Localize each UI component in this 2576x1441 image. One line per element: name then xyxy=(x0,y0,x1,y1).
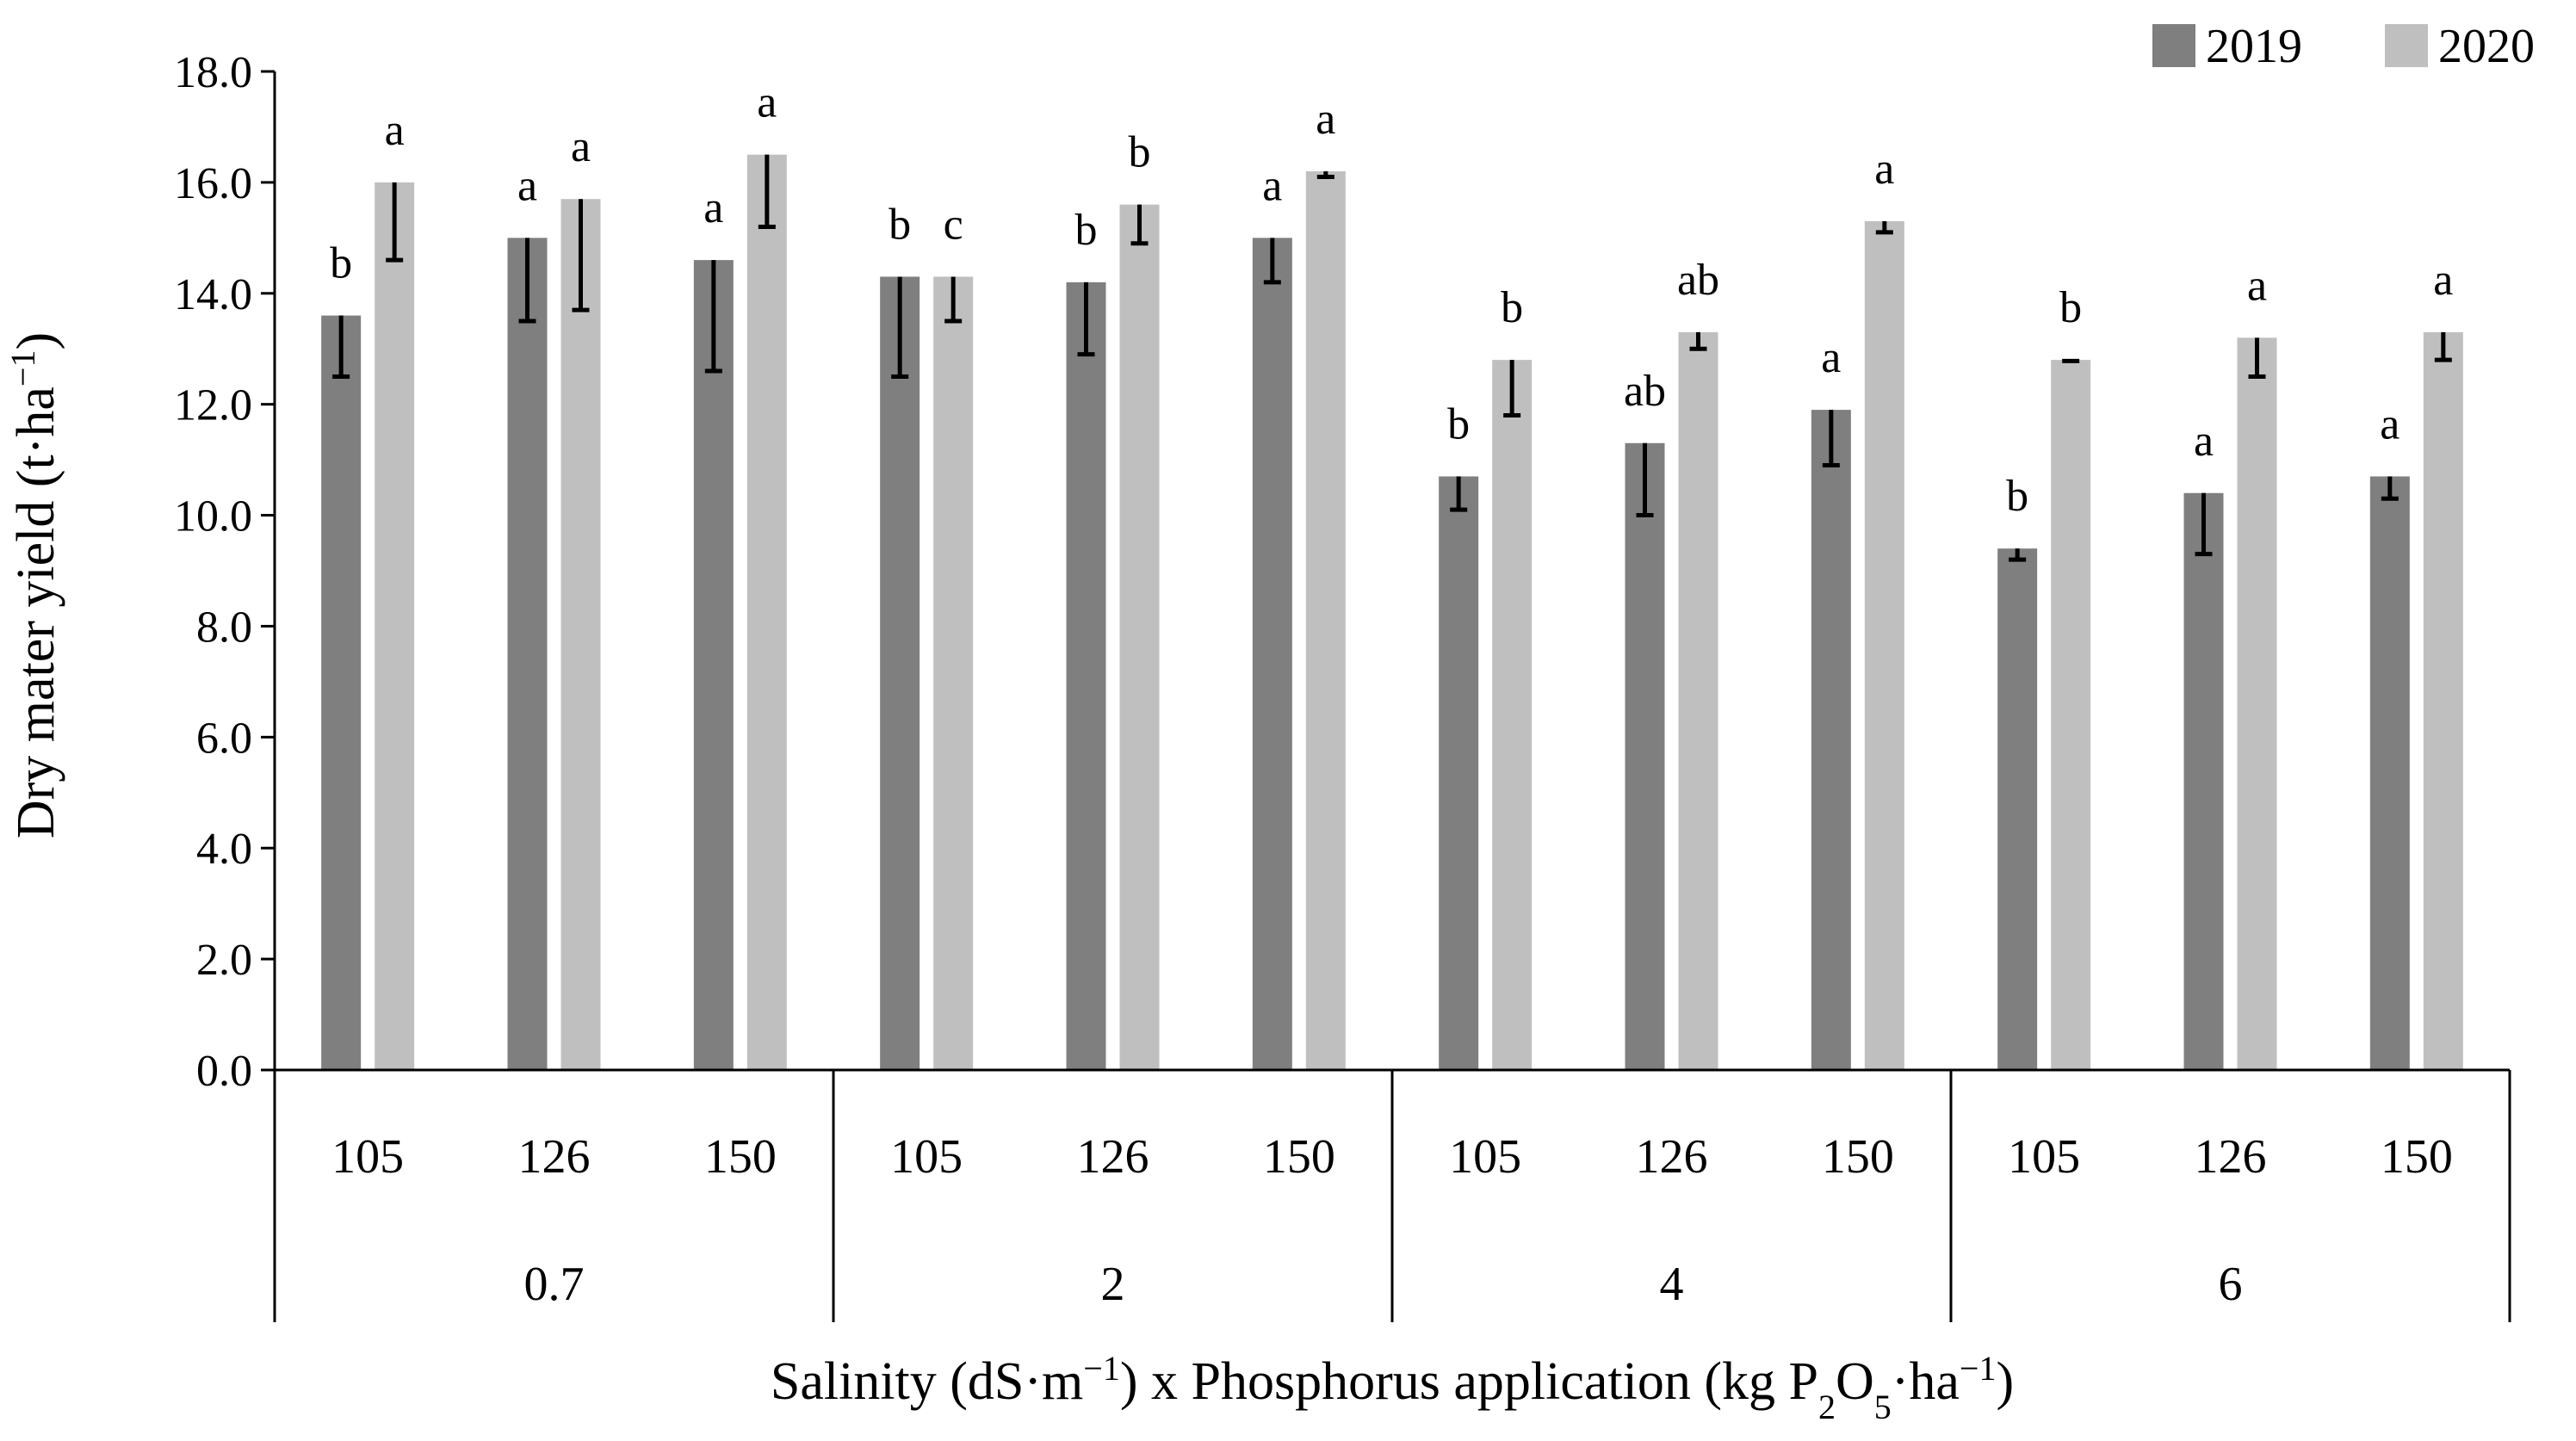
x-category-label: 126 xyxy=(1077,1130,1149,1184)
x-category-label: 105 xyxy=(2008,1130,2080,1184)
bar-2019 xyxy=(1252,238,1292,1070)
bar-2019 xyxy=(1997,548,2038,1070)
x-category-label: 150 xyxy=(2381,1130,2453,1184)
x-group-label: 6 xyxy=(2219,1258,2243,1311)
legend-label-2020: 2020 xyxy=(2438,20,2535,73)
x-category-label: 126 xyxy=(2195,1130,2267,1184)
bar-2020 xyxy=(1305,171,1346,1070)
significance-letter-2020: b xyxy=(2059,283,2082,332)
significance-letter-2019: a xyxy=(1262,161,1282,210)
significance-letter-2020: b xyxy=(1501,283,1523,332)
bar-2020 xyxy=(1678,331,1718,1070)
bar-2020 xyxy=(933,276,974,1070)
significance-letter-2019: b xyxy=(2006,472,2028,521)
bar-2020 xyxy=(2051,360,2091,1071)
y-tick-label: 14.0 xyxy=(174,270,252,319)
bar-2020 xyxy=(1864,221,1904,1070)
y-tick-label: 6.0 xyxy=(196,714,252,763)
x-group-label: 0.7 xyxy=(524,1258,585,1311)
legend-swatch-2019 xyxy=(2152,24,2195,67)
significance-letter-2020: b xyxy=(1129,128,1151,177)
y-tick-label: 8.0 xyxy=(196,603,252,652)
x-category-label: 105 xyxy=(890,1130,963,1184)
bar-2019 xyxy=(880,276,920,1070)
bar-2019 xyxy=(1625,442,1665,1070)
x-category-label: 105 xyxy=(1449,1130,1521,1184)
significance-letter-2020: ab xyxy=(1677,256,1719,305)
significance-letter-2019: b xyxy=(330,239,352,288)
bar-2019 xyxy=(1439,476,1479,1070)
legend-swatch-2020 xyxy=(2385,24,2428,67)
y-axis-title: Dry mater yield (t·ha−1) xyxy=(3,332,66,838)
y-tick-label: 2.0 xyxy=(196,936,252,985)
x-category-label: 150 xyxy=(1263,1130,1335,1184)
x-category-label: 126 xyxy=(518,1130,591,1184)
significance-letter-2020: a xyxy=(2247,261,2267,310)
y-tick-label: 10.0 xyxy=(174,492,252,541)
y-tick-label: 4.0 xyxy=(196,825,252,874)
x-category-label: 105 xyxy=(331,1130,404,1184)
x-category-label: 126 xyxy=(1636,1130,1708,1184)
y-tick-label: 18.0 xyxy=(174,48,252,97)
bar-2020 xyxy=(375,182,415,1070)
significance-letter-2020: a xyxy=(1316,95,1335,144)
bar-2020 xyxy=(746,154,787,1071)
significance-letter-2020: a xyxy=(571,122,591,171)
significance-letter-2020: a xyxy=(1874,145,1894,194)
significance-letter-2019: a xyxy=(517,161,537,210)
bar-2020 xyxy=(560,199,601,1070)
x-group-label: 2 xyxy=(1101,1258,1125,1311)
significance-letter-2019: b xyxy=(1075,206,1098,255)
significance-letter-2019: a xyxy=(2194,417,2214,466)
significance-letter-2019: b xyxy=(1447,399,1470,448)
bar-2019 xyxy=(507,238,548,1070)
x-group-label: 4 xyxy=(1660,1258,1684,1311)
bar-2019 xyxy=(1811,410,1851,1071)
bar-2019 xyxy=(2183,492,2224,1070)
significance-letter-2019: a xyxy=(703,183,723,232)
bar-2020 xyxy=(2237,337,2277,1070)
y-tick-label: 0.0 xyxy=(196,1047,252,1096)
bar-2020 xyxy=(1119,204,1160,1070)
y-tick-label: 12.0 xyxy=(174,381,252,430)
bar-2019 xyxy=(1066,281,1106,1070)
significance-letter-2020: a xyxy=(757,78,777,127)
y-tick-label: 16.0 xyxy=(174,159,252,208)
significance-letter-2020: a xyxy=(2433,256,2453,305)
x-category-label: 150 xyxy=(1822,1130,1894,1184)
significance-letter-2020: a xyxy=(385,106,405,155)
significance-letter-2019: ab xyxy=(1624,367,1666,416)
legend-label-2019: 2019 xyxy=(2206,20,2302,73)
significance-letter-2019: a xyxy=(2380,399,2400,448)
axes: 0.0 2.0 4.0 6.0 8.0 10.0 12.0 14.0 16.0 18.0 105 12… xyxy=(174,48,2511,1322)
legend: 2019 2020 xyxy=(2152,20,2535,73)
significance-letter-2020: c xyxy=(944,200,963,249)
bar-2019 xyxy=(321,315,362,1070)
x-category-label: 150 xyxy=(704,1130,777,1184)
bar-2020 xyxy=(1492,360,1533,1071)
x-axis-title: Salinity (dS·m−1) x Phosphorus applicati… xyxy=(771,1349,2014,1426)
bar-2019 xyxy=(2369,476,2410,1070)
bar-2020 xyxy=(2423,331,2463,1070)
bar-2019 xyxy=(693,260,734,1071)
significance-letter-2019: b xyxy=(889,200,911,249)
significance-letter-2019: a xyxy=(1821,333,1841,382)
